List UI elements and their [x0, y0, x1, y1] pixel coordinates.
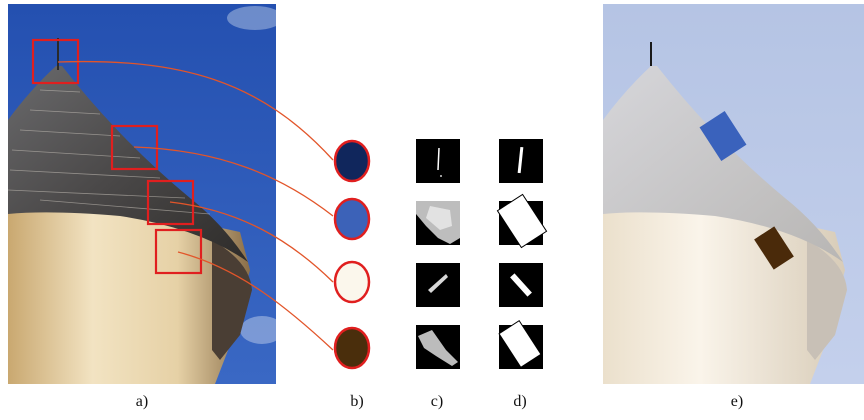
- mask-tile-4: [416, 325, 460, 369]
- connector-line-1: [57, 60, 334, 161]
- connector-line-4: [177, 251, 334, 351]
- panel-a-photo: [8, 4, 276, 384]
- panel-label-d: d): [513, 393, 527, 410]
- highlight-box-2: [110, 124, 159, 171]
- overlay-patch-brown: [754, 226, 794, 270]
- panel-label-b: b): [350, 393, 364, 410]
- overlay-patch-blue: [699, 111, 747, 161]
- panel-label-e: e): [730, 393, 744, 410]
- color-swatch-4: [333, 326, 371, 370]
- cloud: [227, 6, 276, 30]
- panel-d-rectified: [496, 139, 548, 369]
- connector-line-2: [133, 146, 334, 217]
- mask-tile-2: [416, 201, 460, 245]
- roof-shingles: [8, 89, 211, 215]
- panel-e-photo: [603, 4, 864, 384]
- mask-tile-3: [416, 263, 460, 307]
- roof-eave: [212, 240, 252, 360]
- tower-wall: [8, 209, 250, 384]
- panel-label-a: a): [135, 393, 149, 410]
- connector-line-3: [169, 201, 334, 283]
- color-swatch-1: [333, 139, 371, 183]
- rectified-tile-3: [499, 263, 543, 307]
- tower-roof: [8, 66, 248, 262]
- color-swatch-2: [333, 197, 371, 241]
- connector-lines: [57, 60, 334, 351]
- panel-label-c: c): [430, 393, 444, 410]
- roof-eave-faded: [807, 240, 847, 360]
- rectified-tile-2: [496, 193, 548, 249]
- panel-b-swatches: [333, 139, 371, 370]
- cloud: [240, 316, 276, 344]
- highlight-box-3: [146, 179, 195, 226]
- highlight-box-4: [154, 228, 203, 275]
- panel-c-masks: [416, 139, 460, 369]
- color-swatch-3: [333, 260, 371, 304]
- rectified-tile-1: [499, 139, 543, 183]
- tower-roof-faded: [603, 66, 843, 262]
- mask-tile-1: [416, 139, 460, 183]
- rectified-tile-4: [498, 319, 543, 369]
